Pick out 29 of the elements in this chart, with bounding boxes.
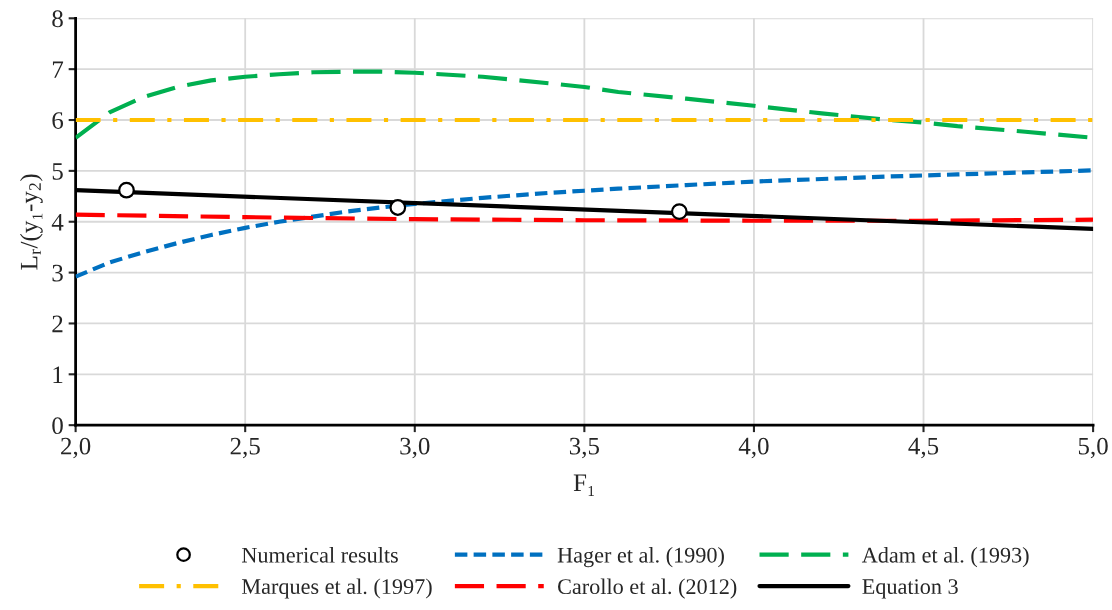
x-tick-label: 4,0 xyxy=(738,437,769,459)
legend-label: Equation 3 xyxy=(862,579,958,599)
x-tick-label: 2,0 xyxy=(61,437,91,459)
line-series xyxy=(75,168,1094,279)
x-axis-title: F₁ xyxy=(573,474,594,496)
y-tick-label: 1 xyxy=(53,366,63,383)
y-tick-label: 7 xyxy=(52,61,64,78)
y-tick-label: 3 xyxy=(52,264,63,282)
y-tick-label: 0 xyxy=(52,417,63,435)
x-tick-label: 2,5 xyxy=(230,437,260,459)
point xyxy=(670,203,688,220)
y-axis-title: L$_{r}$/(y₁-y$_{2}$) xyxy=(19,174,43,270)
point xyxy=(389,199,407,216)
legend-label: Hager et al. (1990) xyxy=(557,547,724,568)
y-tick-label: 2 xyxy=(52,315,63,333)
legend-label: Carollo et al. (2012) xyxy=(558,578,737,599)
x-tick-label: 4,5 xyxy=(908,437,939,459)
y-tick-label: 5 xyxy=(52,163,63,180)
x-tick-label: 5,0 xyxy=(1078,437,1108,459)
point xyxy=(118,181,135,199)
y-tick-label: 4 xyxy=(51,213,64,231)
x-tick-label: 3,0 xyxy=(400,437,430,459)
legend-label: Marques et al. (1997) xyxy=(241,578,432,599)
legend-label: Numerical results xyxy=(241,547,398,563)
y-tick-label: 6 xyxy=(52,112,64,129)
y-tick-label: 8 xyxy=(52,10,63,28)
line-series xyxy=(75,212,1094,223)
legend-label: Adam et al. (1993) xyxy=(861,547,1029,568)
x-tick-label: 3,5 xyxy=(569,437,599,459)
